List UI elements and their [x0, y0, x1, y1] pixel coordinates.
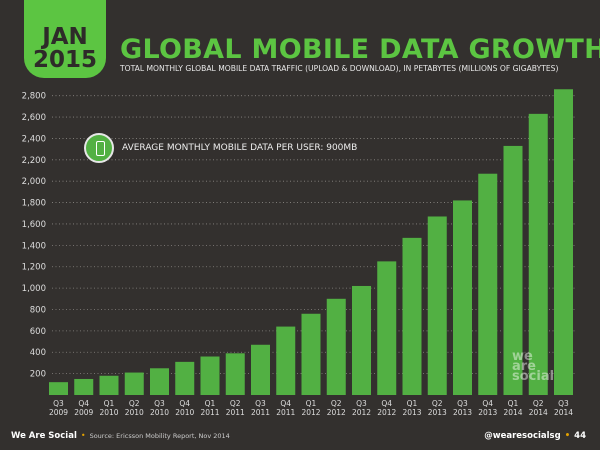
x-tick-label-quarter: Q3 [53, 399, 64, 408]
annotation: AVERAGE MONTHLY MOBILE DATA PER USER: 90… [84, 133, 360, 163]
annotation-text: AVERAGE MONTHLY MOBILE DATA PER USER: 90… [120, 143, 360, 153]
smartphone-globe-icon [84, 133, 114, 163]
bar [503, 145, 523, 395]
bar [200, 356, 220, 395]
x-tick-label-quarter: Q1 [205, 399, 216, 408]
bar [377, 261, 397, 395]
x-tick-label-year: 2009 [49, 408, 68, 417]
x-tick-label-year: 2010 [125, 408, 144, 417]
x-tick-label-quarter: Q1 [306, 399, 317, 408]
x-tick-label-year: 2010 [99, 408, 118, 417]
y-tick-label: 200 [30, 370, 46, 380]
x-tick-label-year: 2009 [74, 408, 93, 417]
bar [326, 298, 346, 395]
bar [74, 378, 94, 395]
bar [528, 113, 548, 395]
x-tick-label-quarter: Q2 [331, 399, 342, 408]
y-tick-label: 1,000 [22, 284, 46, 294]
y-tick-label: 2,200 [22, 156, 46, 166]
x-tick-label-year: 2011 [251, 408, 270, 417]
page-number: 44 [574, 431, 586, 441]
separator-dot: • [80, 431, 86, 440]
x-tick-label-quarter: Q2 [533, 399, 544, 408]
x-tick-label-year: 2012 [327, 408, 346, 417]
bar [402, 237, 422, 395]
watermark-logo: we are social [512, 349, 555, 384]
page-subtitle: TOTAL MONTHLY GLOBAL MOBILE DATA TRAFFIC… [120, 64, 559, 73]
x-tick-label-year: 2013 [478, 408, 497, 417]
x-tick-label-quarter: Q3 [457, 399, 468, 408]
x-tick-label-year: 2011 [276, 408, 295, 417]
bar [427, 216, 447, 395]
bar [99, 375, 119, 395]
bar [225, 353, 245, 395]
x-tick-label-quarter: Q3 [356, 399, 367, 408]
x-tick-label-year: 2014 [503, 408, 522, 417]
x-tick-label-year: 2014 [529, 408, 548, 417]
badge-year: 2015 [32, 47, 97, 73]
y-tick-label: 2,800 [22, 92, 46, 102]
y-tick-label: 600 [30, 327, 46, 337]
x-tick-label-quarter: Q4 [482, 399, 493, 408]
x-tick-label-quarter: Q3 [255, 399, 266, 408]
bar [453, 200, 472, 395]
x-tick-label-quarter: Q4 [381, 399, 392, 408]
footer-source: Source: Ericsson Mobility Report, Nov 20… [89, 432, 230, 440]
x-tick-label-year: 2010 [150, 408, 169, 417]
y-tick-label: 2,000 [22, 177, 46, 187]
x-tick-label-year: 2013 [428, 408, 447, 417]
bar [251, 344, 270, 395]
separator-dot: • [564, 431, 571, 441]
y-tick-label: 2,600 [22, 113, 46, 123]
footer-brand: We Are Social [11, 431, 77, 441]
footer-right: @wearesocialsg • 44 [484, 431, 586, 441]
footer-left: We Are Social • Source: Ericsson Mobility … [11, 431, 230, 441]
x-tick-label-quarter: Q2 [129, 399, 140, 408]
bar-chart: 200 400 600 800 1,000 1,200 1,400 1,600 1,800 2,0… [22, 89, 576, 417]
y-tick-label: 2,400 [22, 134, 46, 144]
footer-handle: @wearesocialsg [484, 431, 561, 441]
x-tick-label-quarter: Q3 [558, 399, 569, 408]
page-title: GLOBAL MOBILE DATA GROWTH [120, 34, 600, 65]
x-tick-label-quarter: Q1 [508, 399, 519, 408]
bar [276, 326, 296, 395]
x-tick-label-year: 2013 [402, 408, 421, 417]
bar [301, 313, 321, 395]
y-tick-label: 1,400 [22, 241, 46, 251]
y-tick-label: 1,800 [22, 199, 46, 209]
x-tick-label-quarter: Q4 [78, 399, 89, 408]
bar [478, 173, 498, 395]
x-tick-label-quarter: Q2 [432, 399, 443, 408]
x-tick-label-year: 2012 [301, 408, 320, 417]
bar [49, 382, 68, 395]
bar [352, 285, 371, 395]
x-tick-label-quarter: Q1 [104, 399, 115, 408]
x-tick-label-year: 2012 [352, 408, 371, 417]
x-tick-label-quarter: Q4 [179, 399, 190, 408]
y-tick-label: 1,200 [22, 263, 46, 273]
bar [150, 368, 169, 395]
x-tick-label-year: 2011 [200, 408, 219, 417]
date-badge: JAN 2015 [24, 0, 106, 78]
y-tick-label: 800 [30, 305, 46, 315]
x-tick-label-quarter: Q1 [407, 399, 418, 408]
y-tick-label: 1,600 [22, 220, 46, 230]
x-tick-label-year: 2011 [226, 408, 245, 417]
bar [124, 372, 144, 395]
x-tick-label-quarter: Q4 [280, 399, 291, 408]
y-tick-label: 400 [30, 348, 46, 358]
bar [554, 89, 573, 396]
x-tick-label-year: 2014 [554, 408, 573, 417]
badge-month: JAN [42, 24, 88, 50]
x-tick-label-year: 2012 [377, 408, 396, 417]
x-tick-label-year: 2013 [453, 408, 472, 417]
bar [175, 361, 195, 395]
x-tick-label-quarter: Q2 [230, 399, 241, 408]
x-tick-label-quarter: Q3 [154, 399, 165, 408]
x-tick-label-year: 2010 [175, 408, 194, 417]
